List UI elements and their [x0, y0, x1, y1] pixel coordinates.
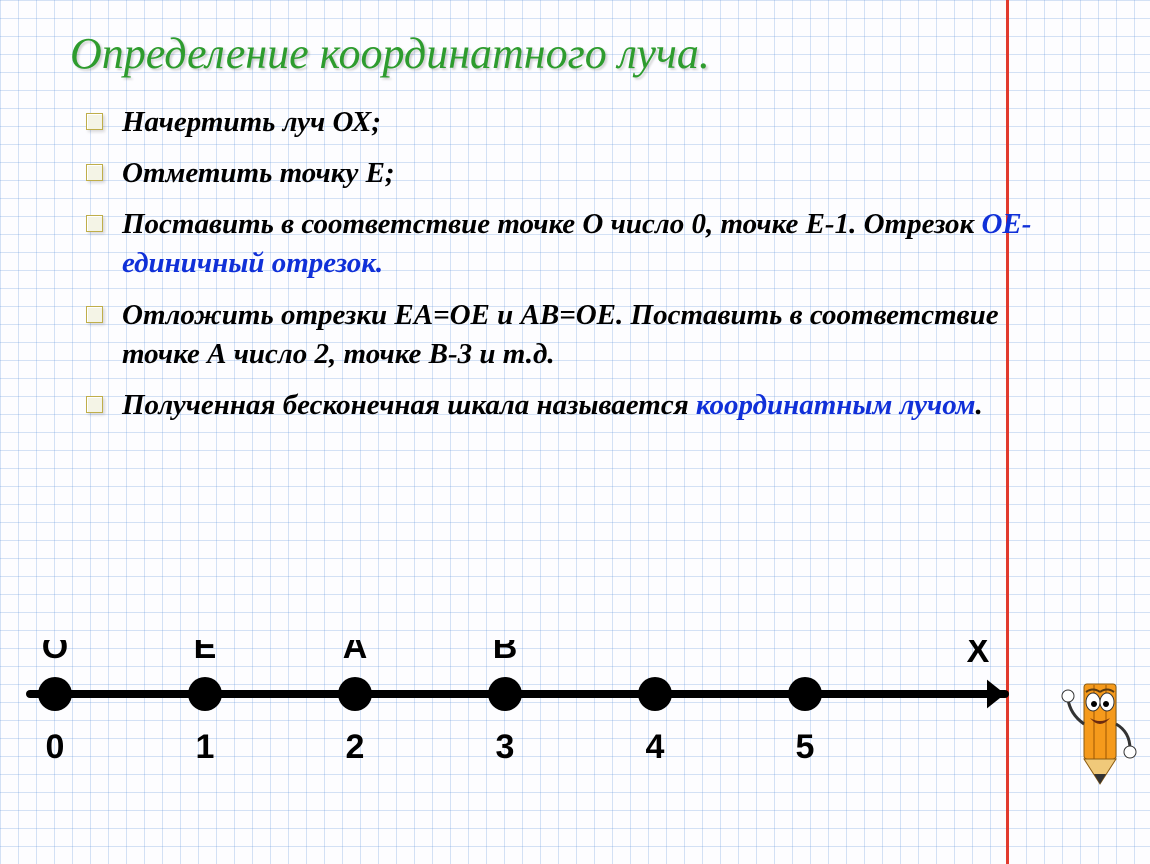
- number-line-point: [38, 677, 72, 711]
- bullet-text: .: [975, 389, 982, 421]
- bullet-item: Полученная бесконечная шкала называется …: [86, 386, 1060, 425]
- point-label-below: 3: [496, 728, 515, 766]
- axis-label-x: X: [967, 640, 990, 670]
- number-line-point: [638, 677, 672, 711]
- bullet-text: Поставить в соответствие точке О число 0…: [122, 208, 981, 240]
- point-label-above: О: [42, 640, 68, 666]
- bullet-text: Отметить точку Е;: [122, 157, 395, 189]
- point-label-below: 4: [646, 728, 665, 766]
- number-line-diagram: О 0 Е 1 А 2 В 3 4 5 X: [0, 640, 1150, 780]
- axis-arrowhead: [987, 680, 1005, 709]
- bullet-text: Полученная бесконечная шкала называется: [122, 389, 696, 421]
- slide-title: Определение координатного луча.: [70, 28, 1060, 79]
- bullet-text: Начертить луч ОХ;: [122, 106, 381, 138]
- point-label-above: Е: [194, 640, 217, 666]
- point-label-below: 2: [346, 728, 365, 766]
- pencil-character: [1060, 654, 1140, 794]
- number-line-point: [488, 677, 522, 711]
- point-label-below: 1: [196, 728, 215, 766]
- bullet-item: Поставить в соответствие точке О число 0…: [86, 205, 1060, 283]
- bullet-item: Начертить луч ОХ;: [86, 103, 1060, 142]
- point-label-above: В: [493, 640, 518, 666]
- bullet-text: Отложить отрезки ЕА=ОЕ и АВ=ОЕ. Поставит…: [122, 299, 999, 370]
- bullet-list: Начертить луч ОХ; Отметить точку Е; Постав…: [86, 103, 1060, 425]
- number-line-point: [338, 677, 372, 711]
- point-label-below: 5: [796, 728, 815, 766]
- number-line-point: [188, 677, 222, 711]
- number-line-point: [788, 677, 822, 711]
- slide-content: Определение координатного луча. Начертит…: [0, 0, 1150, 425]
- point-label-above: А: [343, 640, 368, 666]
- point-label-below: 0: [46, 728, 65, 766]
- bullet-item: Отметить точку Е;: [86, 154, 1060, 193]
- bullet-item: Отложить отрезки ЕА=ОЕ и АВ=ОЕ. Поставит…: [86, 296, 1060, 374]
- bullet-text-highlight: координатным лучом: [696, 389, 976, 421]
